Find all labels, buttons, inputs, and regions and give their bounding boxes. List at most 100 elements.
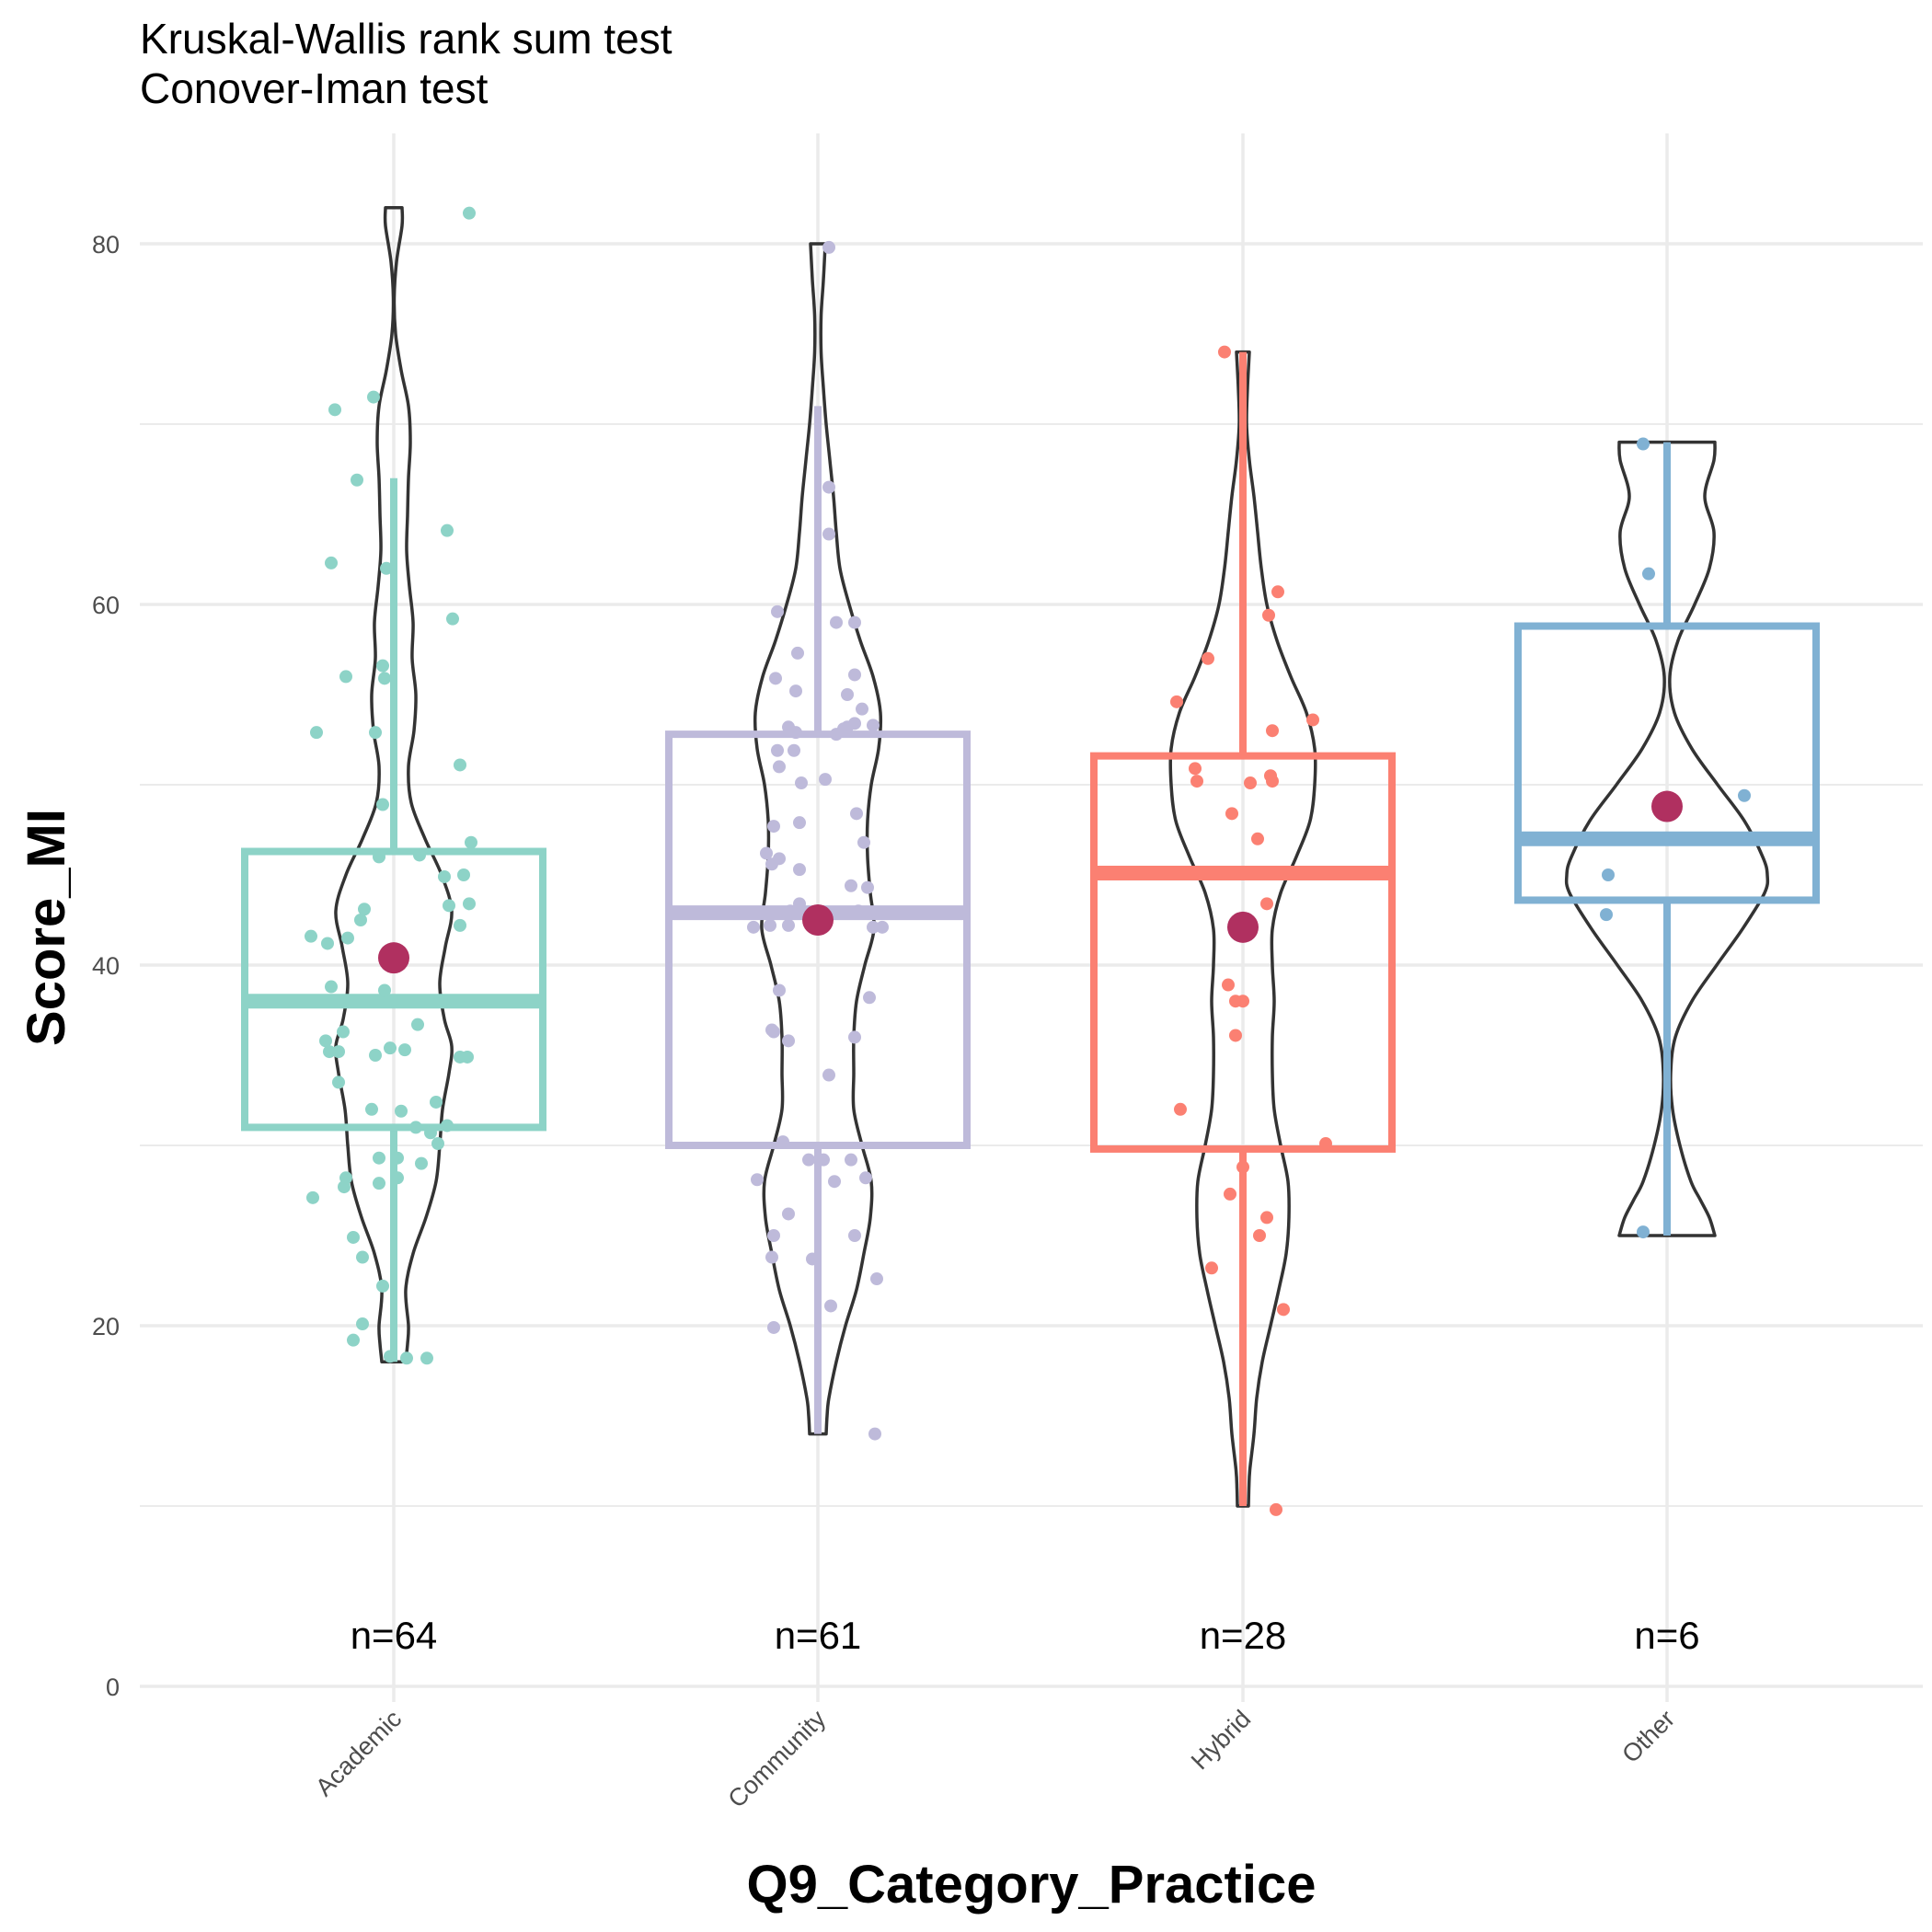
data-point-community bbox=[852, 904, 865, 918]
data-point-community bbox=[795, 776, 808, 790]
data-point-community bbox=[806, 1252, 819, 1266]
data-point-academic bbox=[395, 1104, 408, 1118]
data-point-academic bbox=[384, 1350, 397, 1363]
x-axis-title: Q9_Category_Practice bbox=[747, 1855, 1317, 1915]
data-point-community bbox=[765, 1250, 778, 1264]
data-point-academic bbox=[337, 1025, 350, 1039]
data-point-academic bbox=[376, 798, 389, 811]
mean-marker-layer bbox=[378, 790, 1683, 974]
data-point-academic bbox=[365, 1102, 378, 1116]
data-point-hybrid bbox=[1189, 762, 1202, 776]
data-point-academic bbox=[373, 850, 385, 864]
data-point-academic bbox=[373, 1177, 385, 1190]
data-point-community bbox=[760, 846, 773, 860]
data-point-community bbox=[868, 1427, 881, 1441]
data-point-community bbox=[789, 684, 802, 698]
n-label-academic: n=64 bbox=[351, 1614, 438, 1657]
data-point-academic bbox=[369, 726, 382, 740]
data-point-academic bbox=[328, 403, 341, 417]
chart-subtitle: Conover-Iman test bbox=[140, 64, 489, 112]
data-point-community bbox=[782, 720, 795, 734]
data-point-academic bbox=[463, 897, 476, 911]
data-point-community bbox=[767, 1229, 780, 1242]
data-point-community bbox=[822, 240, 835, 254]
data-point-academic bbox=[411, 1018, 424, 1031]
data-point-academic bbox=[358, 903, 371, 916]
data-point-hybrid bbox=[1277, 1303, 1290, 1317]
data-point-academic bbox=[356, 1250, 369, 1264]
data-point-hybrid bbox=[1260, 897, 1273, 911]
data-point-academic bbox=[424, 1126, 437, 1140]
n-label-hybrid: n=28 bbox=[1200, 1614, 1287, 1657]
data-point-academic bbox=[391, 1151, 404, 1165]
mean-marker-hybrid bbox=[1227, 911, 1259, 943]
violin-layer bbox=[334, 206, 1770, 1508]
box-other bbox=[1514, 622, 1820, 904]
grid-lines bbox=[140, 133, 1923, 1702]
data-point-community bbox=[776, 1135, 789, 1149]
y-tick-label: 80 bbox=[92, 231, 120, 259]
data-point-academic bbox=[305, 929, 317, 943]
box-community bbox=[665, 730, 971, 1149]
n-label-community: n=61 bbox=[775, 1614, 862, 1657]
data-point-community bbox=[751, 1173, 764, 1187]
y-tick-label: 0 bbox=[106, 1673, 120, 1701]
data-point-hybrid bbox=[1253, 1229, 1266, 1242]
data-point-community bbox=[856, 702, 868, 716]
data-point-academic bbox=[373, 1151, 385, 1165]
data-point-academic bbox=[384, 1041, 397, 1055]
data-point-academic bbox=[430, 1095, 443, 1109]
data-point-community bbox=[773, 760, 786, 774]
data-point-community bbox=[802, 1153, 815, 1167]
data-point-community bbox=[845, 1153, 857, 1167]
mean-marker-community bbox=[802, 904, 834, 936]
jitter-point-layer bbox=[305, 206, 1751, 1516]
data-point-hybrid bbox=[1229, 1029, 1242, 1042]
data-point-community bbox=[822, 527, 835, 541]
data-point-community bbox=[848, 717, 861, 730]
data-point-academic bbox=[409, 1121, 422, 1134]
data-point-academic bbox=[438, 869, 451, 883]
x-tick-label: Hybrid bbox=[1186, 1705, 1256, 1775]
data-point-other bbox=[1600, 908, 1613, 922]
data-point-community bbox=[850, 807, 863, 821]
box-layer bbox=[241, 351, 1820, 1506]
data-point-academic bbox=[400, 1351, 413, 1365]
data-point-hybrid bbox=[1202, 651, 1214, 665]
data-point-academic bbox=[339, 670, 352, 684]
data-point-community bbox=[848, 1229, 861, 1242]
data-point-community bbox=[791, 646, 804, 660]
data-point-community bbox=[793, 897, 806, 911]
data-point-hybrid bbox=[1244, 776, 1257, 790]
y-tick-label: 20 bbox=[92, 1313, 120, 1340]
x-tick-label: Academic bbox=[310, 1705, 407, 1801]
data-point-academic bbox=[465, 835, 477, 849]
data-point-academic bbox=[319, 1034, 332, 1048]
data-point-academic bbox=[325, 980, 338, 994]
data-point-community bbox=[767, 1025, 780, 1039]
data-point-hybrid bbox=[1205, 1261, 1218, 1275]
data-point-hybrid bbox=[1190, 775, 1203, 788]
data-point-community bbox=[764, 918, 776, 932]
data-point-academic bbox=[443, 899, 455, 913]
data-point-hybrid bbox=[1222, 978, 1235, 992]
data-point-community bbox=[859, 1171, 872, 1185]
data-point-academic bbox=[332, 1045, 345, 1059]
data-point-academic bbox=[461, 1050, 474, 1064]
data-point-community bbox=[870, 1272, 883, 1286]
data-point-community bbox=[782, 1207, 795, 1221]
data-point-community bbox=[863, 991, 876, 1005]
data-point-community bbox=[867, 719, 880, 732]
data-point-community bbox=[848, 1030, 861, 1044]
data-point-academic bbox=[306, 1190, 319, 1204]
data-point-community bbox=[782, 1034, 795, 1048]
data-point-community bbox=[819, 773, 832, 787]
data-point-other bbox=[1738, 788, 1751, 802]
data-point-community bbox=[767, 1320, 780, 1334]
data-point-hybrid bbox=[1262, 608, 1275, 622]
data-point-community bbox=[845, 879, 857, 892]
data-point-academic bbox=[325, 556, 338, 569]
data-point-academic bbox=[463, 206, 476, 220]
data-point-community bbox=[828, 1175, 841, 1189]
